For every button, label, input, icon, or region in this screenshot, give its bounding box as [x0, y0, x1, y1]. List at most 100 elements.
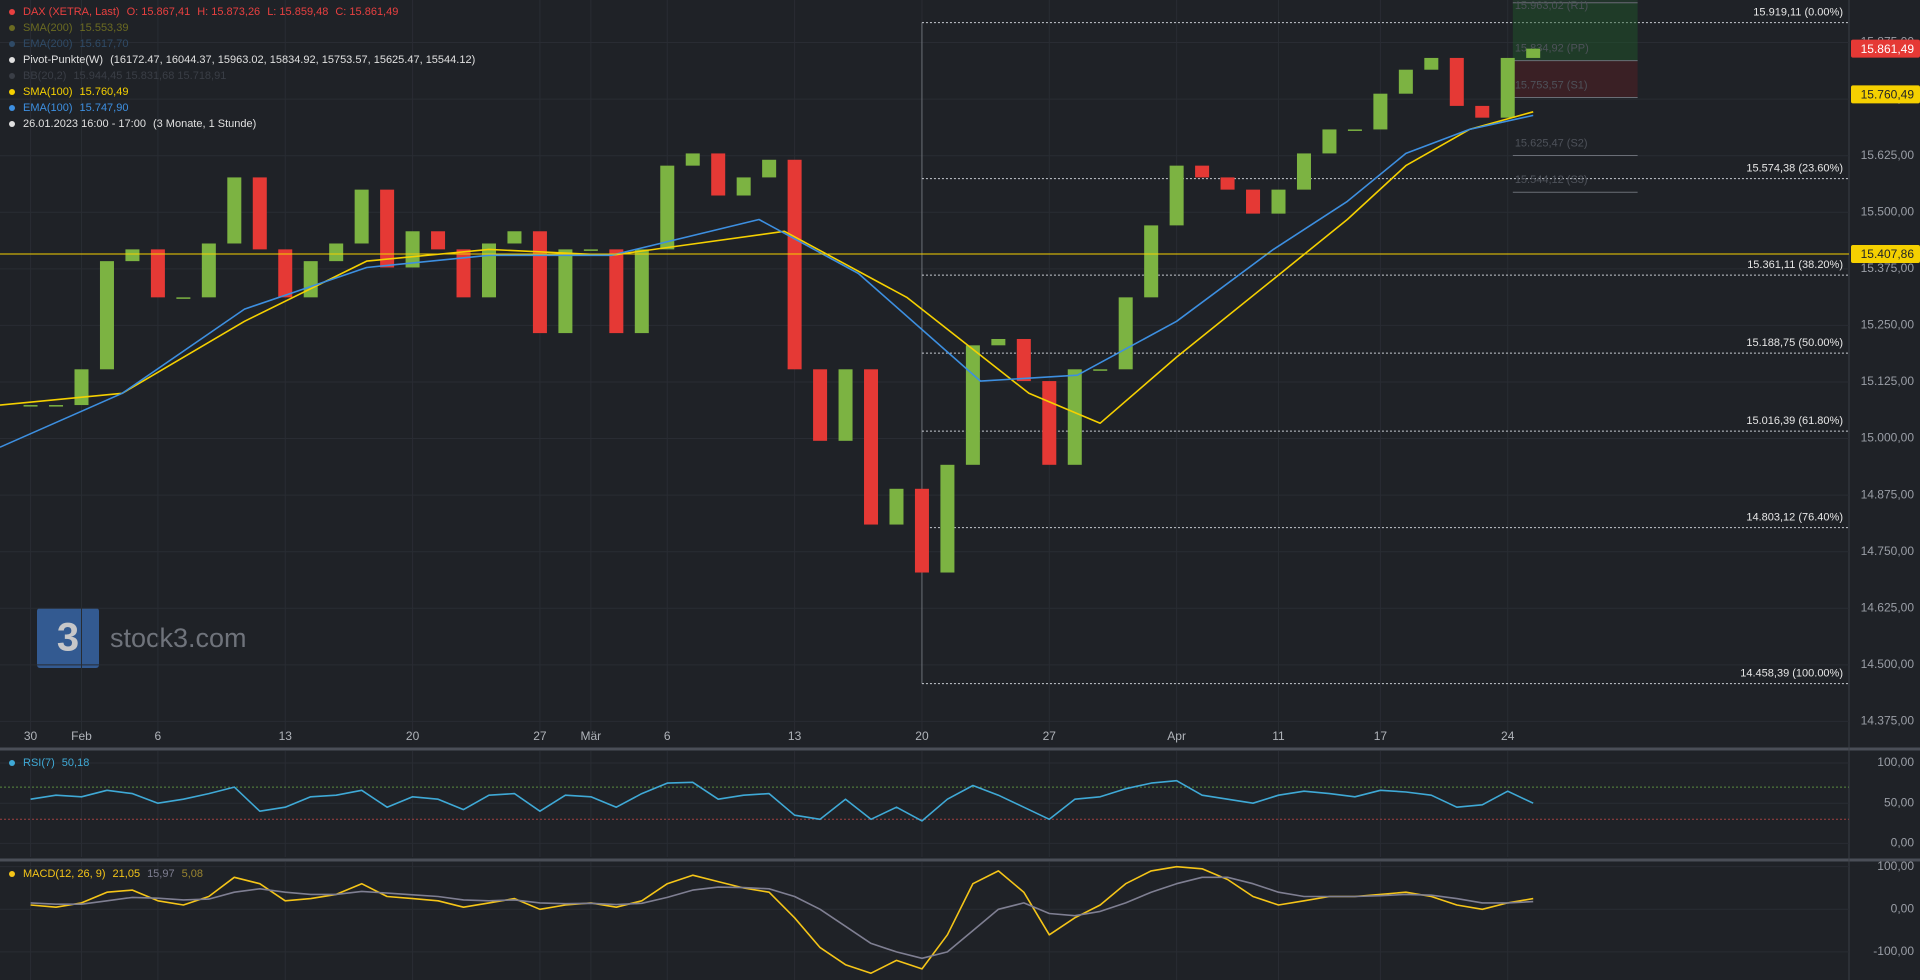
candle [711, 153, 726, 196]
candle [1246, 189, 1261, 214]
y-tick-label: 0,00 [1891, 901, 1915, 915]
candle [278, 249, 293, 298]
legend-text: DAX (XETRA, Last) [23, 6, 120, 18]
y-tick-label: 15.250,00 [1861, 318, 1915, 332]
x-tick-label: 24 [1501, 729, 1515, 743]
legend-text: EMA(200) [23, 38, 73, 50]
candle [940, 464, 955, 573]
legend-row: Pivot-Punkte(W) (16172.47, 16044.37, 1596… [23, 54, 475, 66]
fib-label: 15.919,11 (0.00%) [1753, 6, 1843, 18]
candle [787, 159, 802, 370]
candle [99, 261, 114, 370]
logo-mark: 3 [57, 616, 79, 660]
y-tick-label: 50,00 [1884, 795, 1914, 809]
price-tag-label: 15.407,86 [1861, 247, 1915, 261]
fib-label: 15.361,11 (38.20%) [1747, 259, 1843, 271]
candle [329, 243, 344, 262]
legend-text: 15.553,39 [80, 22, 129, 34]
legend-icon [9, 89, 15, 95]
candle [481, 243, 496, 298]
x-tick-label: 27 [1043, 729, 1057, 743]
candle [1475, 105, 1490, 118]
legend-text: MACD(12, 26, 9) [23, 868, 106, 880]
price-tag-label: 15.861,49 [1861, 42, 1915, 56]
legend-text: 15.617,70 [80, 38, 129, 50]
x-tick-label: 20 [406, 729, 420, 743]
candle [1373, 93, 1388, 130]
legend-icon [9, 25, 15, 31]
candle [1271, 189, 1286, 214]
x-tick-label: 13 [788, 729, 802, 743]
series-line [30, 779, 1534, 822]
price-tag [1851, 244, 1920, 263]
y-tick-label: 14.375,00 [1861, 714, 1915, 728]
candle [1016, 338, 1031, 382]
y-tick-label: 15.500,00 [1861, 204, 1915, 218]
legend-text: 26.01.2023 16:00 - 17:00 [23, 118, 146, 130]
candle [889, 488, 904, 525]
candle [1144, 225, 1159, 298]
panel-rsi: 100,00 50,00 0,00 RSI(7) 50,18 [0, 751, 1914, 857]
x-tick-label: 6 [155, 729, 162, 743]
legend-text: C: 15.861,49 [335, 6, 398, 18]
candle [227, 177, 242, 244]
fib-label: 14.458,39 (100.00%) [1740, 668, 1843, 680]
panel-macd: 100,00 0,00 -100,00 MACD(12, 26, 9) 21,05 15,… [0, 859, 1914, 980]
candle [431, 231, 446, 250]
pivot-zone [1512, 60, 1638, 98]
legend-row: 26.01.2023 16:00 - 17:00 (3 Monate, 1 Stu… [23, 118, 256, 130]
candle [1526, 48, 1541, 58]
x-tick-label: 6 [664, 729, 671, 743]
legend-text: 15.760,49 [80, 86, 129, 98]
x-tick-label: 17 [1374, 729, 1388, 743]
logo-box [37, 608, 99, 668]
y-tick-label: 15.000,00 [1861, 431, 1915, 445]
fib-label: 15.188,75 (50.00%) [1746, 337, 1843, 349]
y-tick-label: -100,00 [1873, 944, 1914, 958]
y-tick-label: 100,00 [1877, 859, 1914, 873]
pivot-label: 15.753,57 (S1) [1515, 79, 1588, 91]
legend-text: 15.747,90 [80, 102, 129, 114]
legend-row: SMA(200) 15.553,39 [23, 22, 128, 34]
legend-icon [9, 105, 15, 111]
fib-label: 15.016,39 (61.80%) [1746, 415, 1843, 427]
legend-icon [9, 57, 15, 63]
legend-text: 21,05 [113, 868, 141, 880]
candle [354, 189, 369, 244]
y-tick-label: 15.625,00 [1861, 148, 1915, 162]
candle [864, 369, 879, 525]
x-tick-label: 20 [915, 729, 929, 743]
candle [252, 177, 267, 250]
fib-label: 14.803,12 (76.40%) [1746, 512, 1843, 524]
legend-text: 15,97 [147, 868, 175, 880]
candle [1067, 369, 1082, 465]
candle [685, 153, 700, 166]
legend-row: RSI(7) 50,18 [23, 757, 89, 769]
x-tick-label: Mär [581, 729, 602, 743]
legend-text: 15.944,45 15.831,68 15.718,91 [73, 70, 226, 82]
legend-icon [9, 760, 15, 766]
y-tick-label: 14.625,00 [1861, 600, 1915, 614]
legend-icon [9, 41, 15, 47]
legend-row: DAX (XETRA, Last) O: 15.867,41 H: 15.873,2… [23, 6, 398, 18]
legend-text: SMA(100) [23, 86, 73, 98]
candle [74, 369, 89, 406]
legend-icon [9, 121, 15, 127]
pivot-label: 15.834,92 (PP) [1515, 43, 1589, 55]
legend-text: EMA(100) [23, 102, 73, 114]
x-tick-label: Feb [71, 729, 92, 743]
series-line [0, 114, 1534, 448]
legend-text: H: 15.873,26 [197, 6, 260, 18]
candle [1424, 57, 1439, 70]
candle [456, 249, 471, 298]
legend-row: SMA(100) 15.760,49 [23, 86, 128, 98]
legend-text: 5,08 [182, 868, 203, 880]
price-tag-label: 15.760,49 [1861, 88, 1915, 102]
series-line [0, 111, 1534, 424]
candle [23, 405, 38, 407]
legend-row: EMA(200) 15.617,70 [23, 38, 128, 50]
legend-row: BB(20,2) 15.944,45 15.831,68 15.718,91 [23, 70, 226, 82]
legend-text: BB(20,2) [23, 70, 66, 82]
pivot-label: 15.544,12 (S3) [1515, 174, 1588, 186]
